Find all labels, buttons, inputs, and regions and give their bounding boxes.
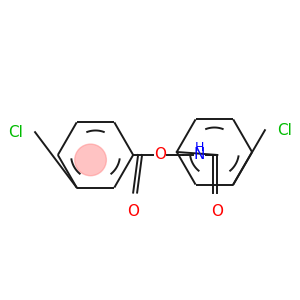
Text: O: O: [212, 205, 224, 220]
Text: O: O: [154, 148, 166, 163]
Text: N: N: [194, 148, 205, 163]
Text: Cl: Cl: [277, 123, 292, 138]
Circle shape: [75, 144, 106, 176]
Text: Cl: Cl: [8, 125, 23, 140]
Text: O: O: [127, 205, 139, 220]
Text: H: H: [195, 141, 204, 154]
